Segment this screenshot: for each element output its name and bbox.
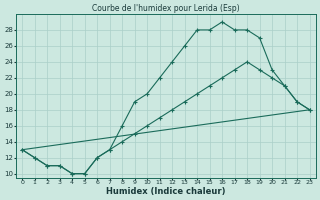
Title: Courbe de l'humidex pour Lerida (Esp): Courbe de l'humidex pour Lerida (Esp) — [92, 4, 240, 13]
X-axis label: Humidex (Indice chaleur): Humidex (Indice chaleur) — [106, 187, 226, 196]
